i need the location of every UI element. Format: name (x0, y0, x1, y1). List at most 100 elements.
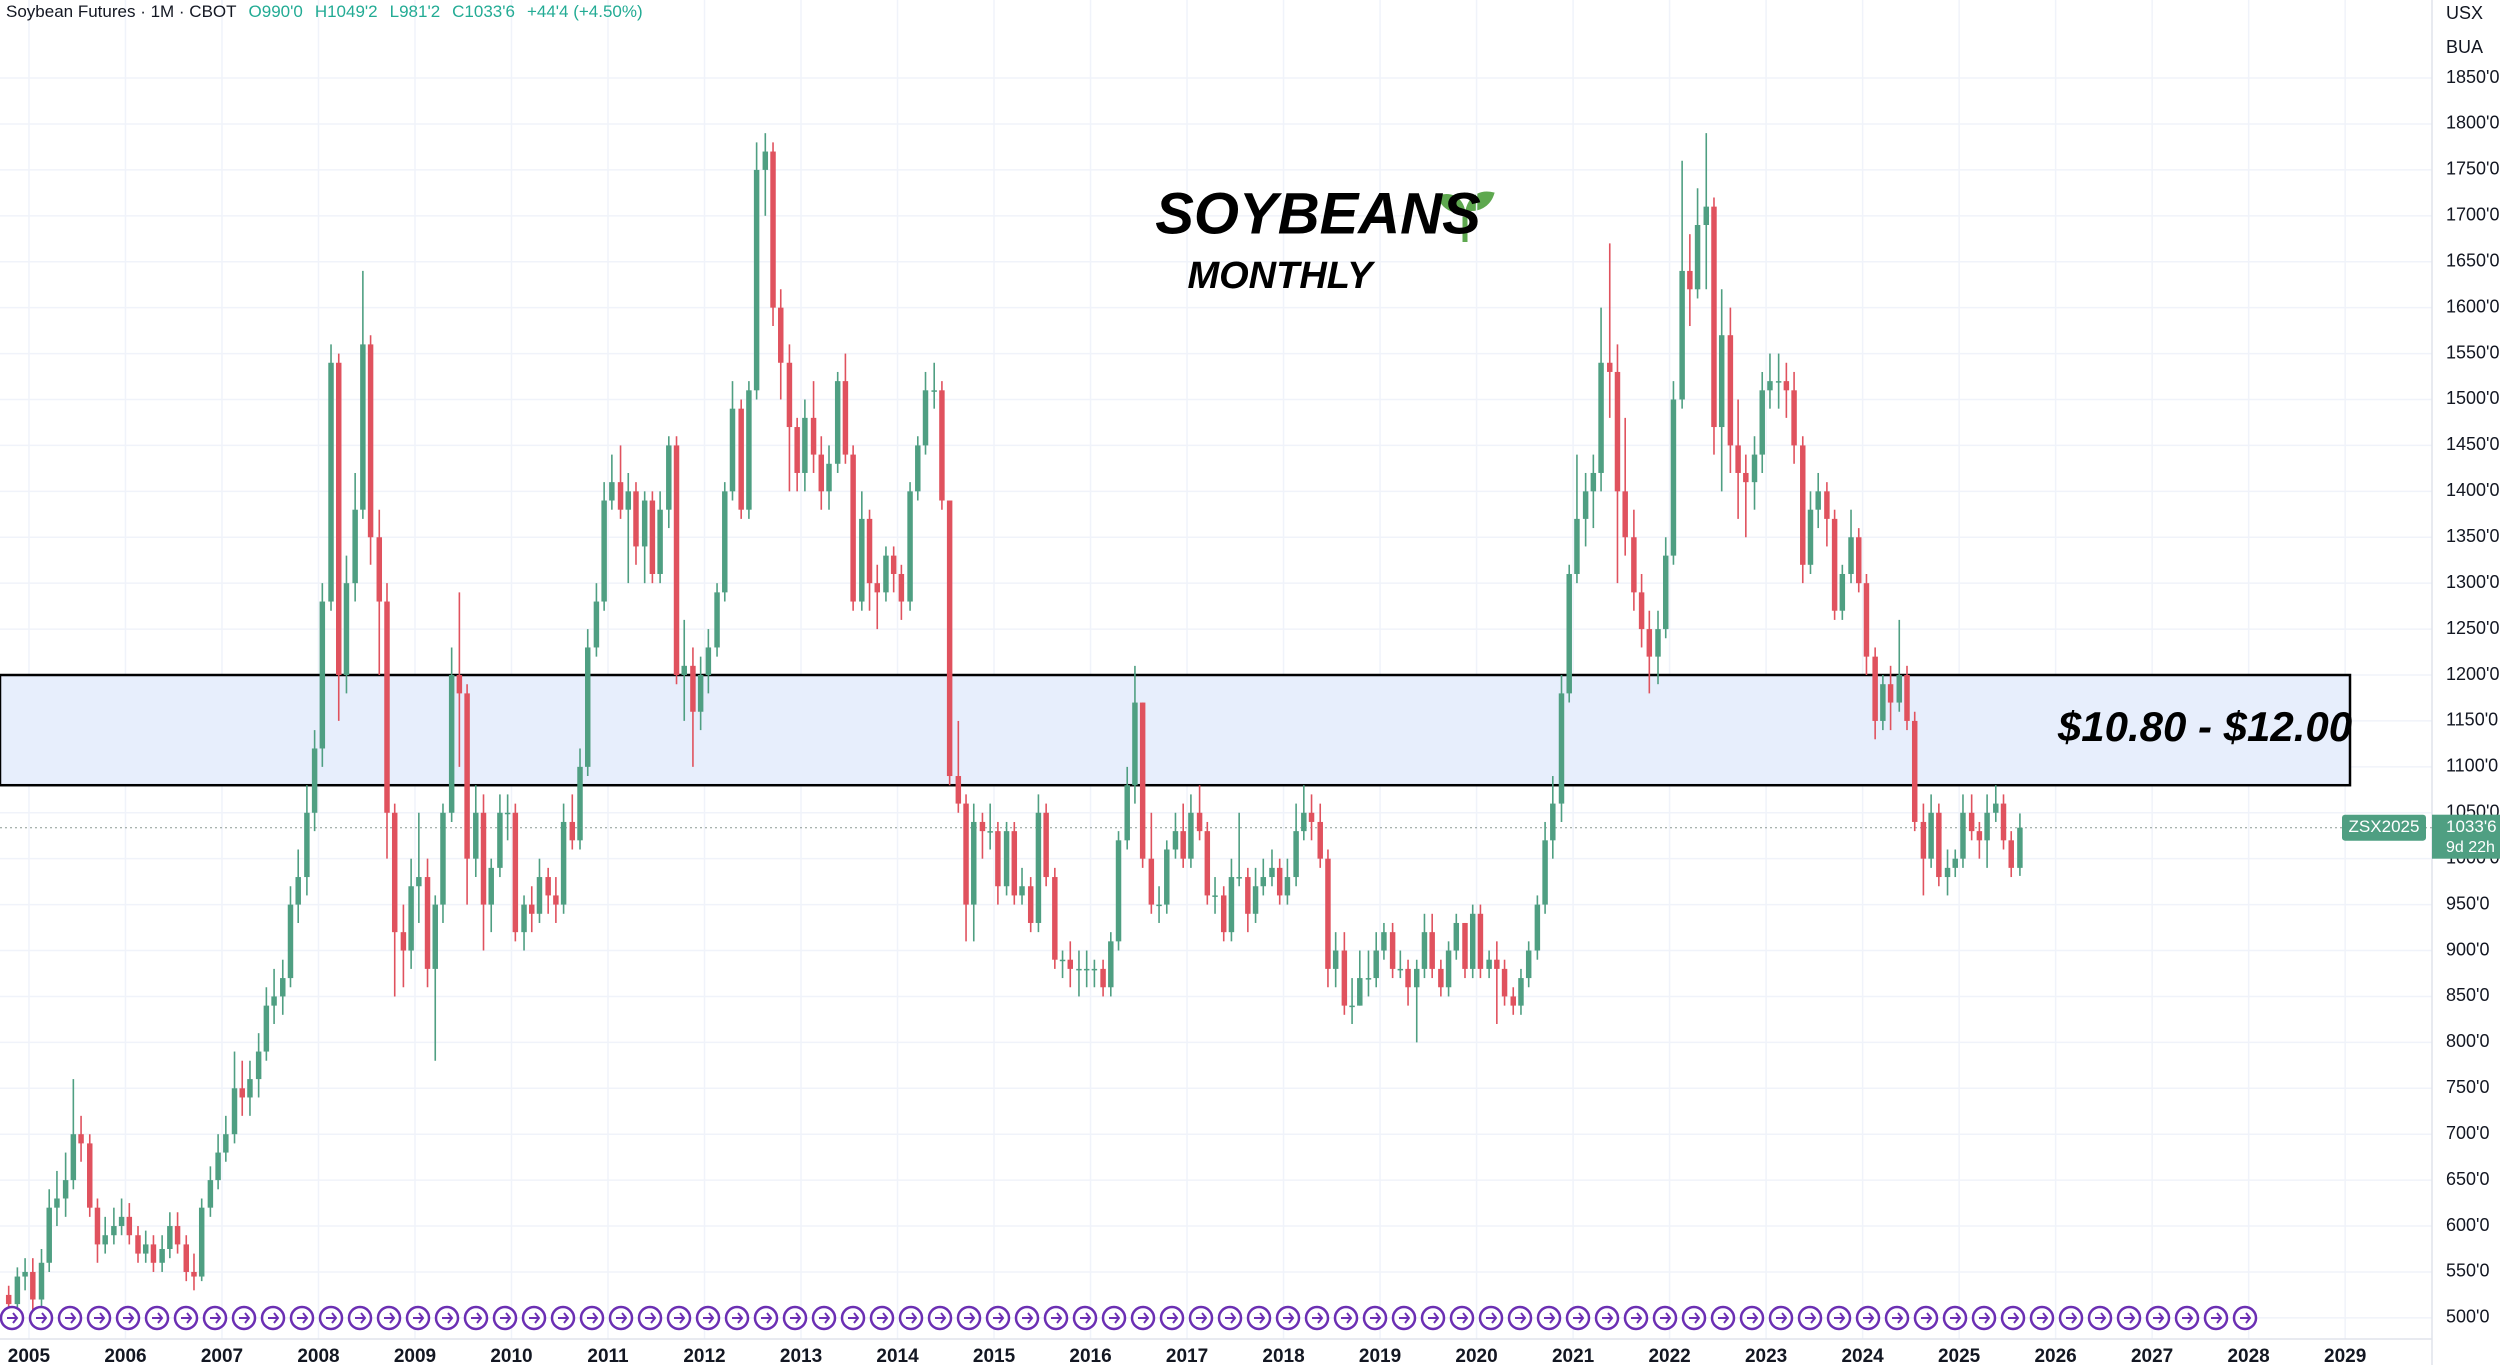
event-icon-arrow (1051, 1312, 1063, 1324)
event-icon-arrow (1863, 1312, 1875, 1324)
y-tick-label: 750'0 (2446, 1077, 2489, 1097)
candle-body (1534, 904, 1541, 951)
event-icon-arrow (384, 1312, 396, 1324)
candle-body (883, 555, 889, 593)
candle-body (770, 151, 776, 308)
candle-body (1462, 922, 1468, 969)
event-icon-arrow (1660, 1312, 1672, 1324)
candle-body (1550, 803, 1556, 841)
candle-body (1124, 785, 1130, 841)
candle-body (1839, 573, 1846, 611)
event-icon-arrow (1312, 1312, 1324, 1324)
event-icon-arrow (297, 1312, 309, 1324)
candle-body (898, 573, 905, 602)
candle-body (955, 776, 962, 804)
candle-body (1188, 812, 1194, 859)
unit: BUA (2446, 37, 2483, 57)
event-icon-arrow (2240, 1312, 2252, 1324)
candle-body (1920, 821, 1927, 859)
candle-body (263, 1005, 270, 1052)
candle-body (746, 390, 752, 510)
y-tick-label: 700'0 (2446, 1123, 2489, 1143)
candle-body (971, 821, 977, 905)
candle-body (649, 500, 656, 574)
candle-body (1389, 932, 1396, 969)
candle-body (167, 1226, 173, 1249)
candle-body (440, 812, 446, 905)
event-icon-arrow (616, 1312, 628, 1324)
candle-body (1365, 978, 1372, 980)
event-icon-arrow (2037, 1312, 2049, 1324)
candle-body (2017, 827, 2023, 868)
candle-body (729, 408, 736, 492)
candle-body (1212, 895, 1218, 897)
candle-body (753, 169, 760, 391)
y-tick-label: 1150'0 (2446, 710, 2498, 730)
candle-body (1156, 904, 1162, 907)
x-tick-label: 2021 (1552, 1346, 1595, 1365)
candle-body (529, 904, 535, 914)
candle-body (1558, 693, 1565, 804)
chart-subtitle: MONTHLY (1187, 255, 1376, 297)
candle-body (778, 307, 784, 363)
legend-header: Soybean Futures · 1M · CBOT O990'0 H1049… (6, 2, 643, 22)
candle-body (1807, 509, 1814, 565)
event-icon-arrow (1979, 1312, 1991, 1324)
candle-body (1646, 629, 1653, 657)
candle-body (536, 877, 543, 914)
candle-body (159, 1248, 165, 1263)
candle-body (762, 151, 769, 170)
candle-body (633, 491, 639, 547)
event-icon-arrow (587, 1312, 599, 1324)
candle-body (1944, 867, 1951, 878)
candle-body (22, 1271, 28, 1277)
candle-body (1993, 803, 1999, 813)
candle-body (1607, 362, 1613, 372)
candle-body (102, 1235, 108, 1245)
candle-body (384, 601, 390, 813)
candle-body (1091, 968, 1098, 971)
candle-body (1349, 1005, 1355, 1008)
candle-body (1059, 959, 1066, 962)
candle-body (1276, 867, 1283, 896)
candle-body (304, 812, 310, 878)
x-tick-label: 2016 (1069, 1346, 1111, 1365)
candle-body (456, 675, 463, 694)
candle-body (963, 803, 969, 905)
candle-body (1421, 932, 1428, 969)
candle-body (874, 583, 880, 593)
candle-body (1204, 831, 1211, 896)
y-tick-label: 950'0 (2446, 893, 2489, 913)
y-tick-label: 850'0 (2446, 985, 2489, 1005)
event-icon-arrow (210, 1312, 222, 1324)
candle-body (826, 463, 832, 492)
candle-body (834, 381, 841, 464)
event-icon-arrow (1602, 1312, 1614, 1324)
candle-body (416, 877, 422, 887)
event-icon-arrow (2124, 1312, 2136, 1324)
x-tick-label: 2010 (490, 1346, 532, 1365)
candle-body (150, 1244, 157, 1263)
event-icon-arrow (877, 1312, 889, 1324)
candle-body (1373, 950, 1379, 979)
x-tick-label: 2025 (1938, 1346, 1981, 1365)
candle-body (1542, 840, 1548, 905)
candle-body (118, 1216, 125, 1227)
candle-body (183, 1244, 189, 1272)
event-icon-arrow (1254, 1312, 1266, 1324)
candle-body (328, 362, 334, 602)
price-badge (2432, 814, 2500, 859)
event-icon-arrow (152, 1312, 164, 1324)
candle-body (408, 886, 414, 951)
event-icon-arrow (1631, 1312, 1643, 1324)
candle-body (1718, 335, 1725, 428)
candle-body (818, 454, 825, 492)
event-icon-arrow (645, 1312, 657, 1324)
candle-body (1848, 537, 1854, 574)
candle-body (1269, 867, 1275, 878)
candle-body (1767, 381, 1773, 391)
candle-body (1325, 858, 1331, 969)
candle-body (1711, 206, 1717, 428)
candle-body (666, 445, 672, 510)
